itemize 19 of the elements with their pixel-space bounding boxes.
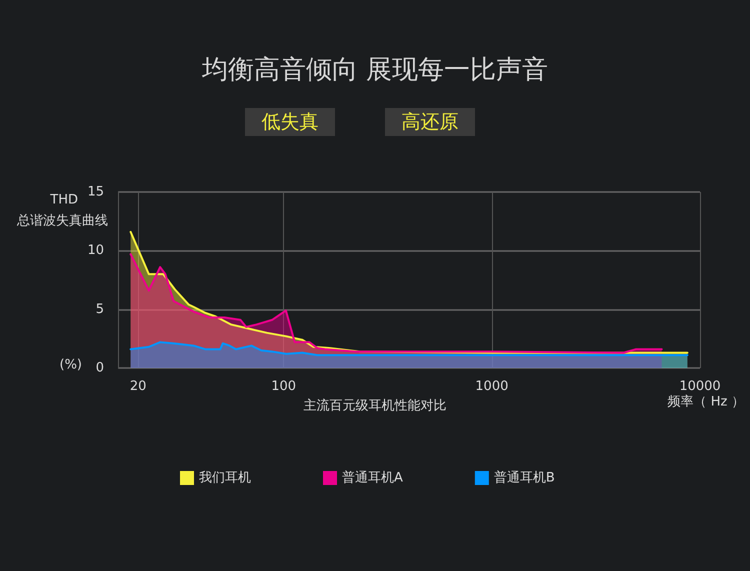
x-tick-label: 100 [271, 379, 296, 394]
text: 总谐波失真曲线 [16, 214, 108, 228]
text: (%) [60, 358, 82, 372]
chart-title: 均衡高音倾向 展现每一比声音 [200, 55, 548, 85]
y-tick-label: 10 [87, 243, 104, 258]
legend-label: 普通耳机B [494, 470, 555, 486]
y-tick-label: 15 [87, 184, 104, 200]
text: 低失真 [262, 111, 318, 133]
legend-label: 我们耳机 [199, 470, 251, 486]
text: 主流百元级耳机性能对比 [304, 398, 446, 414]
y-axis-title: THD [49, 192, 78, 208]
y-tick-label: 5 [96, 302, 104, 317]
x-axis-title: 频率（ Hz ） [668, 394, 744, 410]
x-tick-label: 1000 [475, 379, 508, 394]
text: 高还原 [402, 111, 458, 133]
y-tick-label: 0 [96, 360, 104, 376]
x-tick-label: 20 [130, 379, 146, 394]
x-tick-label: 10000 [679, 379, 721, 394]
legend-label: 普通耳机A [342, 470, 403, 486]
